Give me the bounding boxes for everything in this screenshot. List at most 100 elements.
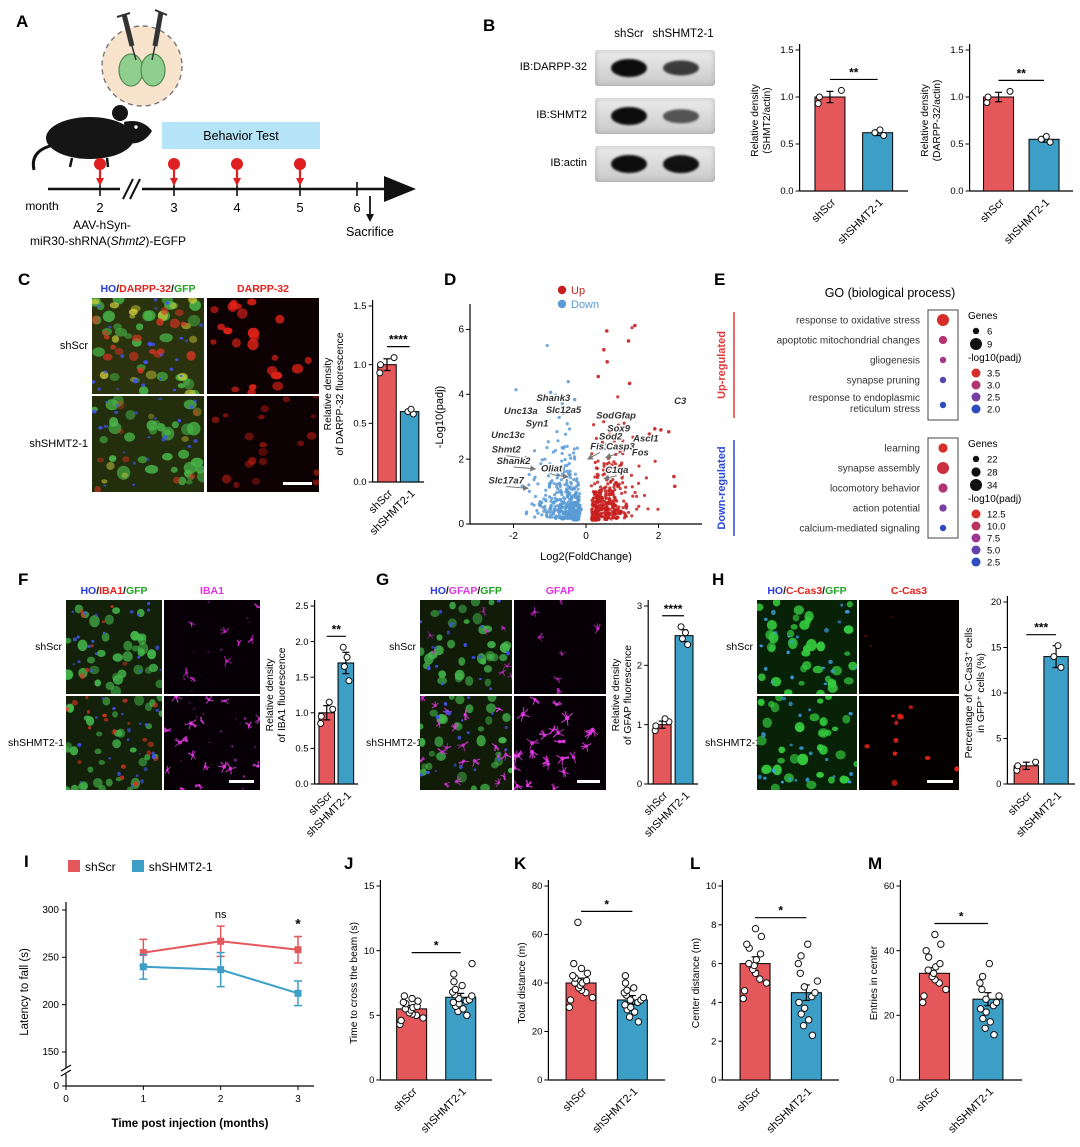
panel-i: I shScr shSHMT2-1 0 150 200 250 300 0 1 2 3 Laten… [10,848,336,1147]
svg-text:22: 22 [987,455,998,466]
svg-text:0: 0 [458,519,464,530]
micrograph-merge-shscr [92,298,204,394]
svg-text:34: 34 [987,481,998,492]
svg-text:0.5: 0.5 [780,139,793,150]
svg-text:of DARPP-32 fluorescence: of DARPP-32 fluorescence [335,332,346,455]
svg-text:ns: ns [215,909,227,921]
svg-text:**: ** [1017,66,1027,80]
svg-text:0: 0 [369,1075,374,1086]
svg-text:200: 200 [42,1000,59,1011]
bar-chart-gfap-fluorescence: 0 1 2 3 Relative density of GFAP fluorescence… [611,600,698,840]
channel-header-merge: HO/IBA1/GFP [80,585,148,597]
svg-text:Time to cross the beam (s): Time to cross the beam (s) [349,922,360,1044]
micrograph-merge-shshmt2 [92,396,204,492]
svg-text:0: 0 [63,1094,69,1105]
bar-chart-center-entries: 0 20 40 60 Entries in center shScr shSHMT2-1 * [869,880,1022,1136]
svg-text:10: 10 [706,881,717,892]
micrograph-darpp32-shshmt2 [207,396,319,492]
svg-text:4: 4 [233,200,240,215]
svg-text:60: 60 [884,881,895,892]
channel-header-single: IBA1 [200,585,224,597]
svg-text:Oliat: Oliat [541,463,563,474]
micrograph-merge-shscr [420,600,512,694]
svg-text:Down: Down [571,299,599,311]
row-label-shshmt2: shSHMT2-1 [705,737,762,749]
svg-text:3: 3 [170,200,177,215]
micrograph-darpp32-shscr [207,298,319,394]
panel-g: G HO/GFAP/GFP GFAP shScr shSHMT2-1 0 1 2 3 R… [366,570,704,852]
panel-k-label: K [514,854,527,873]
svg-text:2: 2 [96,200,103,215]
svg-text:shScr: shScr [391,1085,420,1114]
blot-strip-darpp32 [595,50,715,86]
svg-text:Gfap: Gfap [614,411,636,422]
svg-text:1.5: 1.5 [950,45,963,56]
svg-text:3: 3 [295,1094,301,1105]
svg-text:Percentage of C-Cas3⁺ cells: Percentage of C-Cas3⁺ cells [964,628,975,759]
svg-text:learning: learning [884,444,920,455]
svg-text:10.0: 10.0 [987,522,1006,533]
svg-text:-log10(padj): -log10(padj) [968,494,1021,505]
svg-text:60: 60 [532,930,543,941]
svg-text:****: **** [664,602,683,616]
svg-text:*: * [959,910,964,924]
svg-text:2.5: 2.5 [987,558,1000,569]
svg-text:Down-regulated: Down-regulated [716,446,728,529]
svg-text:shSHMT2-1: shSHMT2-1 [419,1086,469,1136]
svg-text:2.5: 2.5 [295,601,308,612]
syringe-icons [116,9,168,61]
svg-text:4: 4 [458,390,464,401]
svg-text:Sox9: Sox9 [607,424,630,435]
row-label-shshmt2: shSHMT2-1 [29,438,88,450]
svg-text:5: 5 [369,1011,374,1022]
svg-text:15: 15 [364,881,375,892]
svg-text:synapse pruning: synapse pruning [847,376,920,387]
micrograph-gfap-shshmt2 [514,696,606,790]
svg-text:5: 5 [996,734,1001,745]
svg-text:Genes: Genes [968,311,997,322]
mouse-eye [134,125,138,129]
svg-text:GO (biological process): GO (biological process) [825,286,956,300]
svg-text:shSHMT2-1: shSHMT2-1 [946,1086,996,1136]
svg-text:0.0: 0.0 [780,186,793,197]
svg-text:0.0: 0.0 [353,477,366,488]
row-label-shshmt2: shSHMT2-1 [366,737,423,749]
svg-text:shScr: shScr [978,196,1007,225]
svg-text:2: 2 [656,531,662,542]
svg-text:9: 9 [987,340,992,351]
svg-text:Fis1: Fis1 [590,441,609,452]
svg-text:Shank2: Shank2 [497,456,532,467]
bar-chart-beam-cross-time: 0 5 10 15 Time to cross the beam (s) shScr shS… [349,880,492,1136]
blot-row-label: IB:DARPP-32 [519,61,587,73]
injection-markers [94,158,306,186]
timeline-arrowhead [384,176,416,202]
svg-text:2: 2 [711,1036,716,1047]
svg-text:150: 150 [42,1047,59,1058]
panel-j-label: J [344,854,354,873]
legend-item-shscr: shScr [68,860,116,874]
bar-chart-ccas3-percentage: 0 5 10 15 20 Percentage of C-Cas3⁺ cells in GF… [964,596,1075,840]
svg-text:shScr: shScr [810,196,839,225]
panel-e: E GO (biological process) response to oxi… [712,266,1080,570]
svg-text:Center distance (m): Center distance (m) [691,938,702,1028]
svg-text:40: 40 [884,946,895,957]
mouse-head [124,121,152,144]
svg-text:synapse assembly: synapse assembly [838,464,920,475]
svg-text:12.5: 12.5 [987,510,1006,521]
panel-m-label: M [868,854,883,873]
svg-text:of IBA1 fluorescence: of IBA1 fluorescence [277,647,288,742]
svg-text:7.5: 7.5 [987,534,1000,545]
lane-header-shshmt2: shSHMT2-1 [652,28,714,40]
blot-row-label: IB:actin [550,157,587,169]
volcano-plot: -2 0 2 0 2 4 6 Log2(FoldChange) -Log10(padj) Up Do… [434,285,702,563]
month-axis-label: month [25,199,58,213]
mouse-ear [112,105,128,121]
svg-text:Relative density: Relative density [265,658,276,732]
panel-c-label: C [18,270,31,289]
panel-j: J 0 5 10 15 Time to cross the beam (s) shScr s… [338,848,506,1147]
svg-text:0.5: 0.5 [950,139,963,150]
svg-text:2.0: 2.0 [987,405,1000,416]
panel-c: C HO/DARPP-32/GFP DARPP-32 shScr shSHMT2… [12,266,428,566]
svg-text:1.5: 1.5 [295,672,308,683]
construct-label-line1: AAV-hSyn- [73,218,131,232]
